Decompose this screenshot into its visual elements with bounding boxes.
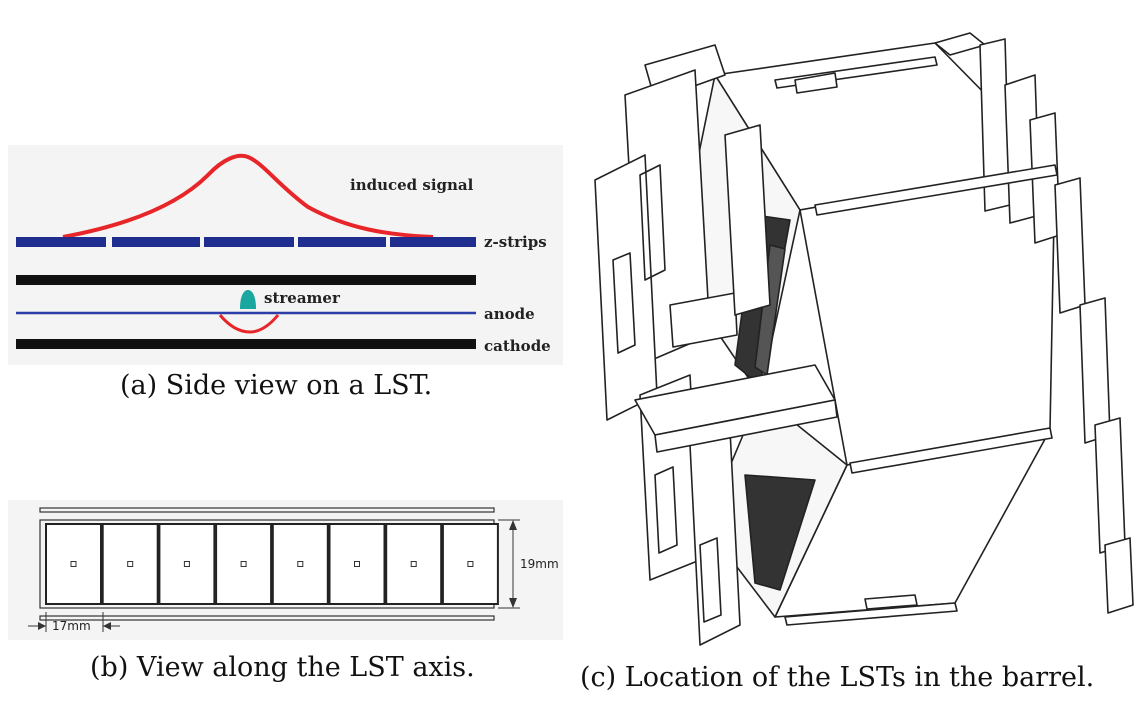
streamer-blob <box>240 290 256 309</box>
panel-a-side-view: induced signal z-strips streamer anode c… <box>8 145 563 365</box>
label-anode: anode <box>484 305 535 323</box>
top-cathode-layer <box>16 275 476 285</box>
dim-height-label: 19mm <box>520 557 559 571</box>
cell-8 <box>441 523 499 605</box>
label-streamer: streamer <box>264 289 341 307</box>
cell-2 <box>101 523 159 605</box>
caption-b: (b) View along the LST axis. <box>90 652 475 683</box>
cell-4 <box>215 523 273 605</box>
side-view-diagram: induced signal z-strips streamer anode c… <box>8 145 563 365</box>
axis-view-diagram: 19mm 17mm <box>8 500 563 640</box>
panel-b-axis-view: 19mm 17mm <box>8 500 563 640</box>
cell-5-wire <box>297 561 304 567</box>
induced-signal-curve <box>62 153 434 239</box>
barrel-drawing <box>594 32 1134 646</box>
label-z-strips: z-strips <box>484 233 547 251</box>
cell-1-wire <box>70 561 77 567</box>
label-cathode: cathode <box>484 337 551 355</box>
z-strips <box>16 237 476 247</box>
label-induced-signal: induced signal <box>350 176 474 194</box>
dim-width-label: 17mm <box>52 619 91 633</box>
cell-5 <box>271 523 329 605</box>
cell-7-wire <box>410 561 417 567</box>
cell-row <box>45 523 499 605</box>
caption-a: (a) Side view on a LST. <box>120 370 433 401</box>
cell-2-wire <box>127 561 134 567</box>
cell-6-wire <box>354 561 360 567</box>
cell-8-wire <box>467 561 474 567</box>
cell-6 <box>328 523 386 605</box>
cell-1 <box>45 523 102 605</box>
panel-c-barrel <box>585 5 1140 655</box>
cell-7 <box>385 523 443 605</box>
cell-4-wire <box>240 561 247 567</box>
anode-signal-dip <box>218 314 280 334</box>
cell-3-wire <box>183 561 190 567</box>
cathode-layer <box>16 339 476 349</box>
caption-c: (c) Location of the LSTs in the barrel. <box>580 662 1095 693</box>
cell-3 <box>158 523 216 605</box>
